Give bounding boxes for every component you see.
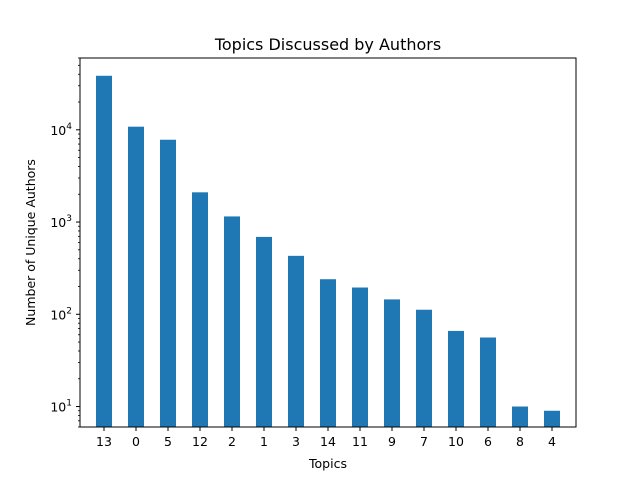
y-axis-ticks: 101 102 103 104 [50,57,80,428]
bar-topic-0 [128,126,144,427]
x-axis-ticks: 13 0 5 12 2 1 3 14 11 9 7 10 6 8 4 [96,427,556,449]
x-tick-label: 4 [548,434,556,449]
bar-topic-3 [288,255,304,427]
bars-group [96,75,560,428]
x-tick-label: 9 [388,434,396,449]
bar-topic-13 [96,75,112,427]
bar-topic-12 [192,192,208,427]
x-tick-label: 12 [192,434,208,449]
bar-topic-6 [480,337,496,427]
bar-topic-7 [416,309,432,427]
x-tick-label: 3 [292,434,300,449]
x-tick-label: 2 [228,434,236,449]
x-tick-label: 5 [164,434,172,449]
bar-topic-5 [160,139,176,428]
bar-topic-8 [512,406,528,427]
bar-topic-4 [544,410,560,427]
y-tick-label: 104 [50,122,72,138]
y-tick-label: 102 [50,306,72,322]
x-tick-label: 10 [448,434,464,449]
y-tick-label: 103 [50,214,72,230]
chart-title: Topics Discussed by Authors [214,35,441,54]
x-tick-label: 14 [320,434,336,449]
x-tick-label: 1 [260,434,268,449]
y-axis-label: Number of Unique Authors [23,159,38,326]
x-tick-label: 7 [420,434,428,449]
x-tick-label: 13 [96,434,112,449]
bar-topic-2 [224,216,240,427]
x-tick-label: 8 [516,434,524,449]
x-axis-label: Topics [308,456,347,471]
x-tick-label: 0 [132,434,140,449]
bar-topic-9 [384,299,400,427]
x-tick-label: 11 [352,434,368,449]
bar-topic-1 [256,236,272,427]
bar-topic-11 [352,287,368,427]
bar-topic-10 [448,330,464,427]
x-tick-label: 6 [484,434,492,449]
plot-frame [79,57,577,428]
y-tick-label: 101 [50,399,72,415]
bar-topic-14 [320,279,336,427]
